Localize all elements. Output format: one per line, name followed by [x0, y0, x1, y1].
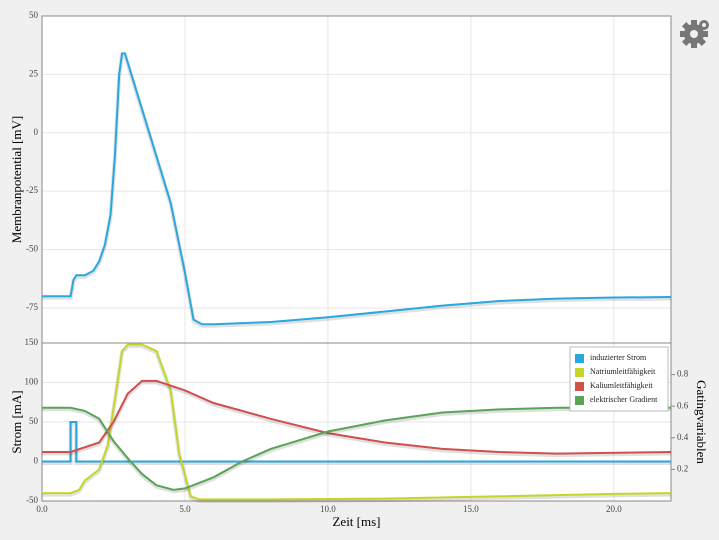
legend-swatch	[575, 368, 584, 377]
series-line	[42, 379, 672, 455]
x-tick-label: 20.0	[606, 504, 622, 514]
x-tick-label: 10.0	[320, 504, 336, 514]
series-line	[42, 421, 671, 463]
y-tick-label: -50	[26, 244, 38, 254]
x-tick-label: 0.0	[36, 504, 48, 514]
y-tick-label: 50	[29, 10, 39, 20]
y-axis-label: Membranpotential [mV]	[9, 116, 24, 243]
series-line	[42, 343, 672, 501]
y-axis-label: Strom [mA]	[9, 390, 24, 453]
y-tick-label: 0	[34, 127, 39, 137]
x-axis-label: Zeit [ms]	[332, 514, 380, 529]
y2-tick-label: 0.2	[677, 463, 688, 473]
series-shadow	[42, 344, 672, 503]
settings-gear[interactable]	[680, 20, 709, 48]
series-line	[42, 52, 672, 326]
legend-swatch	[575, 396, 584, 405]
panel: 50 25 0 -25 -50 -75 Membranpotential [mV]	[9, 10, 672, 344]
y-tick-label: 25	[29, 68, 39, 78]
y2-axis-label: Gatingvariablen	[694, 380, 709, 464]
legend-box	[569, 346, 669, 412]
x-tick-label: 15.0	[463, 504, 479, 514]
legend-label: induzierter Strom	[590, 353, 647, 362]
legend: induzierter Strom Natriumleitfähigkeit Kal…	[569, 346, 669, 412]
y-tick-label: -50	[26, 495, 38, 505]
y-tick-label: -75	[26, 302, 38, 312]
legend-swatch	[575, 354, 584, 363]
y-tick-label: 100	[25, 377, 39, 387]
plot-frame	[41, 342, 672, 502]
y-tick-label: 0	[34, 456, 39, 466]
plot-background	[42, 16, 671, 501]
legend-label: Kaliumleitfähigkeit	[590, 381, 653, 390]
panel: 0.0 5.0 10.0 15.0 20.0 150 100 50 0 -50 0.8 0.6 0.4 0…	[9, 337, 709, 529]
series-shadow	[42, 421, 671, 465]
y-tick-label: 50	[29, 416, 39, 426]
y-tick-label: 150	[25, 337, 39, 347]
legend-label: Natriumleitfähigkeit	[590, 367, 656, 376]
y2-tick-label: 0.6	[677, 400, 689, 410]
y-tick-label: -25	[26, 185, 38, 195]
legend-swatch	[575, 382, 584, 391]
series-line	[42, 406, 671, 491]
y2-tick-label: 0.8	[677, 369, 689, 379]
legend-label: elektrischer Gradient	[590, 395, 658, 404]
x-tick-label: 5.0	[179, 504, 191, 514]
y2-tick-label: 0.4	[677, 432, 689, 442]
